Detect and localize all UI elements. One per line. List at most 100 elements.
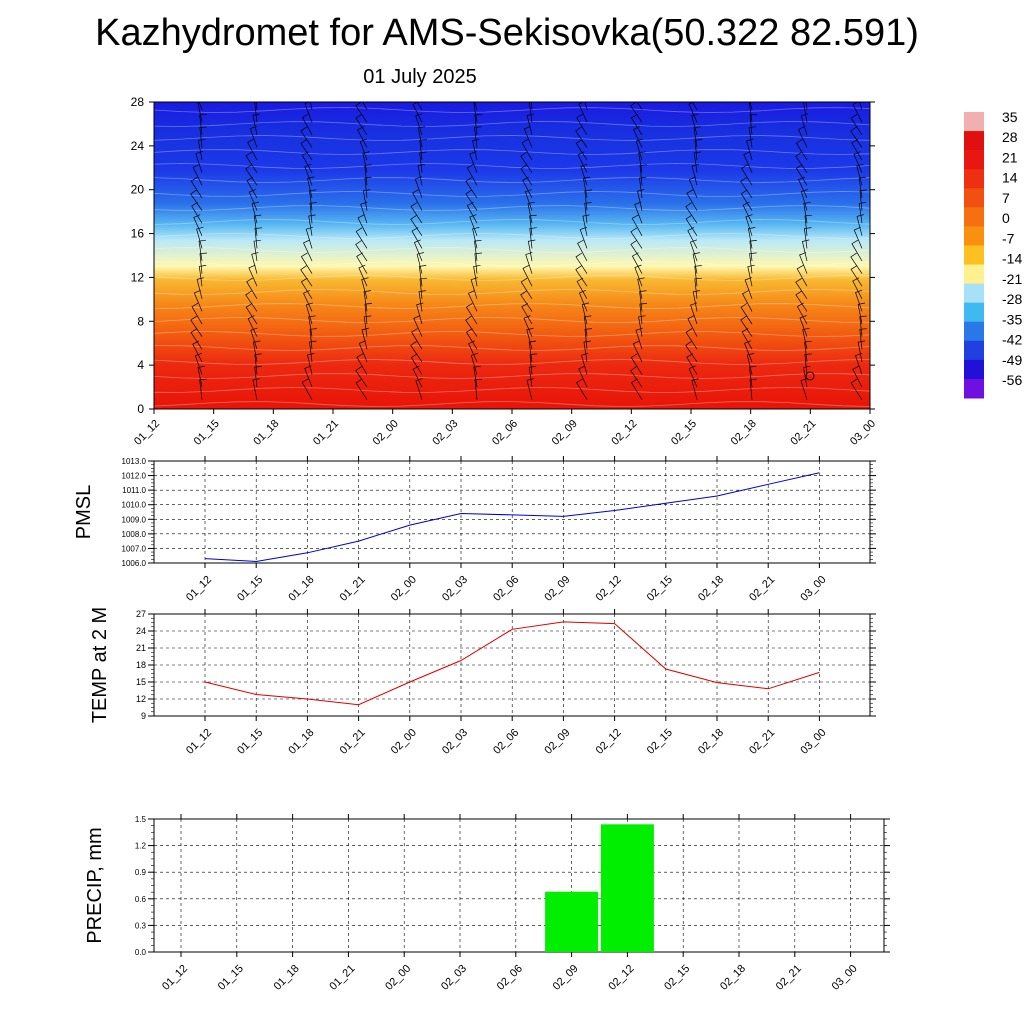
wind-barb [803,102,810,123]
x-tick-label: 01_18 [272,963,302,993]
wind-barb [857,340,866,362]
heatmap-x-axis: 01_12 01_15 01_18 01_21 02_00 02_03 02_06 02_09… [132,409,878,448]
x-tick-label: 01_21 [338,574,368,604]
isoline [154,317,870,323]
y-tick-label: 15 [136,677,146,687]
wind-barb [633,126,643,148]
wind-barb [692,252,700,274]
wind-barb [526,113,534,135]
colorbar-label: 7 [1002,190,1010,206]
wind-barb [575,252,588,274]
wind-barb [521,138,533,161]
wind-barb [685,341,698,363]
colorbar-segment [964,340,984,361]
wind-barb [694,277,702,299]
chart-title: Kazhydromet for AMS-Sekisovka(50.322 82.… [95,12,919,54]
isoline [154,149,870,155]
colorbar-label: -35 [1002,311,1022,327]
x-tick-label: 02_18 [696,574,726,604]
wind-barb [361,327,369,350]
wind-barb [742,201,753,224]
colorbar-segment [964,169,984,189]
wind-barb [745,214,753,236]
wind-barb [307,353,315,375]
colorbar-label: -49 [1002,352,1022,368]
y-tick-label: 1013.0 [122,457,147,466]
wind-barb [526,327,534,350]
wind-barb [850,126,863,148]
wind-barb [578,289,588,312]
y-tick-label: 20 [131,183,145,197]
wind-barb [584,102,588,110]
wind-barb [357,126,368,148]
x-tick-label: 02_03 [439,963,469,993]
wind-barb [416,252,424,274]
wind-barb [580,163,588,186]
colorbar-segment [964,207,984,227]
wind-barb [740,303,753,325]
wind-barb [522,176,533,199]
x-tick-label: 01_15 [235,574,265,604]
isoline [154,359,870,365]
wind-barb [635,327,643,350]
x-tick-label: 01_18 [286,727,316,757]
colorbar-label: -42 [1002,332,1022,348]
colorbar-segment [964,302,984,323]
wind-barb [523,125,533,148]
wind-barb [631,252,643,274]
wind-barb [520,290,533,312]
wind-barb [584,328,593,350]
wind-barb [301,378,313,400]
wind-barb [251,201,259,224]
wind-barb [413,239,423,262]
wind-barb [523,315,533,337]
wind-barb [638,315,646,337]
wind-barb [358,264,368,287]
wind-barb [252,340,261,362]
wind-barb [199,113,207,135]
wind-barb [304,365,313,388]
wind-barb [301,113,313,136]
precip-panel: 0.0 0.3 0.6 0.9 1.2 1.5 01_12 01_15 01_18 01_21 02… [84,814,890,993]
y-tick-label: 1008.0 [122,530,147,539]
wind-barb [635,138,644,161]
x-tick-label: 01_21 [311,418,341,448]
wind-barb [686,189,698,211]
wind-barb [417,163,425,186]
wind-barb [850,265,863,287]
x-tick-label: 02_00 [389,727,419,757]
isoline [154,135,870,141]
wind-barb [796,264,808,287]
wind-barb [689,239,698,262]
x-tick-label: 02_18 [718,963,748,993]
wind-barb [198,102,203,110]
wind-barb [746,138,754,161]
wind-barb [415,113,423,136]
wind-barb [191,202,203,224]
wind-barb [691,113,699,135]
wind-barb [470,352,479,375]
colorbar-segment [964,378,984,399]
x-tick-label: 02_09 [550,418,580,448]
wind-barb [198,265,207,287]
x-tick-label: 01_15 [192,418,222,448]
wind-barb [304,102,313,123]
wind-barb [254,353,262,375]
wind-barb [303,239,313,262]
wind-barb [465,177,478,199]
x-tick-label: 02_12 [606,963,636,993]
colorbar-segment [964,226,984,246]
y-tick-label: 24 [131,139,145,153]
y-axis-label: PMSL [73,485,95,539]
wind-barb [798,176,808,199]
y-tick-label: 8 [137,314,144,328]
wind-barb [411,328,423,350]
wind-barb [474,126,482,148]
wind-barb [474,252,482,274]
y-tick-label: 0.3 [135,921,147,930]
wind-barb [803,201,811,224]
wind-barb [855,352,863,375]
x-tick-label: 03_00 [830,963,860,993]
wind-barb [520,164,533,186]
